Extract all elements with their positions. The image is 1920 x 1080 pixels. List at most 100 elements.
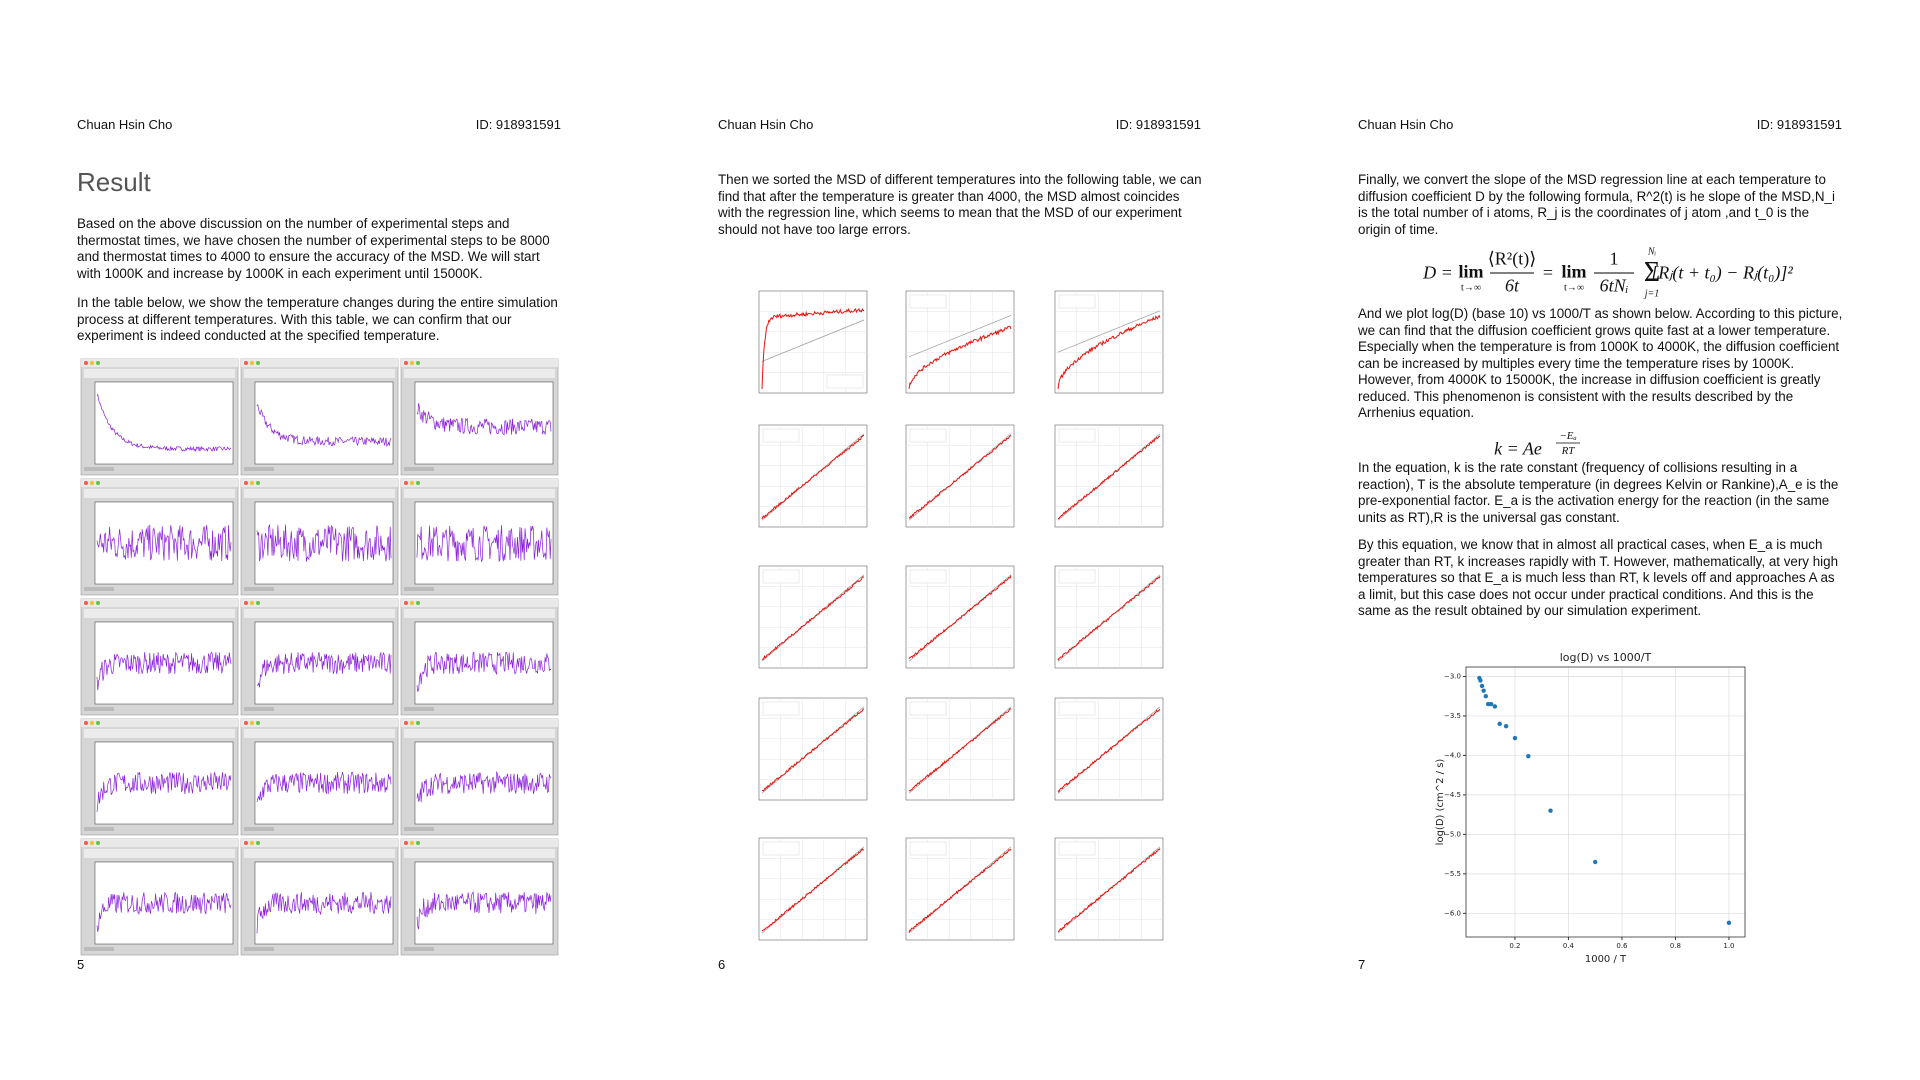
- y-axis-label: log(D) (cm^2 / s): [1435, 759, 1446, 846]
- header-id: ID: 918931591: [475, 117, 561, 132]
- thumbnail-plot: [94, 501, 234, 585]
- window-button: [244, 361, 248, 365]
- thumbnail-status: [244, 827, 274, 831]
- thumbnail-toolbar: [404, 609, 555, 618]
- point: [1512, 735, 1518, 741]
- thumbnail-titlebar: [241, 839, 398, 847]
- thumbnail-curve: [96, 651, 232, 691]
- header-author: Chuan Hsin Cho: [77, 117, 173, 132]
- point: [1479, 683, 1485, 689]
- thumbnail-legend: [909, 294, 947, 309]
- window-button: [96, 841, 100, 845]
- thumbnail-titlebar: [81, 359, 238, 367]
- window-button: [410, 481, 414, 485]
- formula-part: RT: [1561, 445, 1575, 457]
- thumbnail-curve: [908, 707, 1012, 792]
- formula-part: =: [1542, 262, 1554, 283]
- formula-part: D =: [1423, 262, 1453, 283]
- formula-part: lim: [1458, 261, 1484, 282]
- window-button: [416, 361, 420, 365]
- thumbnail-titlebar: [81, 479, 238, 487]
- window-button: [90, 841, 94, 845]
- thumbnail-legend: [762, 428, 800, 443]
- thumbnail-curve: [256, 403, 392, 447]
- formula-part: lim: [1561, 261, 1587, 282]
- window-button: [84, 601, 88, 605]
- formula-part: ⟨R²(t)⟩: [1487, 248, 1537, 269]
- thumbnail-curve: [96, 524, 232, 562]
- window-button: [250, 721, 254, 725]
- thumbnail-status: [244, 467, 274, 471]
- paragraph: Based on the above discussion on the num…: [77, 216, 550, 281]
- thumbnail-legend: [909, 841, 947, 856]
- point: [1477, 675, 1482, 681]
- window-button: [90, 481, 94, 485]
- thumbnail-curve: [416, 890, 552, 930]
- thumbnail-toolbar: [404, 849, 555, 858]
- paragraph: By this equation, we know that in almost…: [1358, 537, 1839, 618]
- thumbnail-legend: [909, 569, 947, 584]
- thumbnail-regression: [761, 574, 865, 662]
- point: [1593, 859, 1598, 865]
- thumbnail-status: [404, 707, 434, 711]
- thumbnail-toolbar: [84, 369, 235, 378]
- window-button: [244, 841, 248, 845]
- thumbnail-titlebar: [81, 839, 238, 847]
- formula-part: k = Ae: [1494, 438, 1542, 459]
- thumbnail-legend: [909, 428, 947, 443]
- window-button: [250, 601, 254, 605]
- window-button: [244, 601, 248, 605]
- thumbnail-regression: [1057, 310, 1161, 353]
- point: [1481, 688, 1486, 693]
- window-button: [84, 841, 88, 845]
- thumbnail-curve: [256, 651, 392, 688]
- window-button: [84, 361, 88, 365]
- thumbnail-titlebar: [241, 719, 398, 727]
- window-button: [404, 601, 408, 605]
- header-id: ID: 918931591: [1756, 117, 1842, 132]
- thumbnail-status: [244, 587, 274, 591]
- point: [1526, 754, 1531, 759]
- thumbnail-legend: [1058, 294, 1096, 309]
- thumbnail-legend: [909, 701, 947, 716]
- thumbnail-curve: [256, 524, 392, 562]
- window-button: [96, 361, 100, 365]
- window-button: [404, 361, 408, 365]
- thumbnail-curve: [416, 403, 552, 436]
- header-author: Chuan Hsin Cho: [1358, 117, 1454, 132]
- thumbnail-plot: [94, 381, 234, 465]
- window-button: [256, 601, 260, 605]
- formula-part: t→∞: [1461, 282, 1481, 294]
- thumbnail-legend: [1058, 428, 1096, 443]
- thumbnail-titlebar: [81, 599, 238, 607]
- thumbnail-toolbar: [244, 369, 395, 378]
- formula-part: −Eₐ: [1559, 430, 1577, 442]
- window-button: [256, 721, 260, 725]
- thumbnail-plot: [414, 501, 554, 585]
- thumbnail-curve: [761, 435, 864, 520]
- thumbnail-toolbar: [84, 609, 235, 618]
- header-id: ID: 918931591: [1115, 117, 1201, 132]
- window-button: [90, 721, 94, 725]
- x-tick-label: 0.8: [1670, 942, 1681, 950]
- thumbnail-status: [404, 467, 434, 471]
- y-tick-label: −5.0: [1444, 830, 1461, 838]
- plot-frame: [1465, 666, 1746, 938]
- thumbnail-toolbar: [404, 729, 555, 738]
- thumbnail-curve: [908, 325, 1012, 390]
- thumbnail-curve: [256, 891, 392, 934]
- thumbnail-toolbar: [84, 849, 235, 858]
- thumbnail-curve: [416, 651, 552, 692]
- thumbnail-regression: [761, 706, 865, 794]
- thumbnail-toolbar: [84, 489, 235, 498]
- point: [1483, 694, 1488, 699]
- window-button: [96, 721, 100, 725]
- thumbnail-curve: [761, 576, 865, 660]
- thumbnail-curve: [761, 848, 865, 932]
- thumbnail-plot: [414, 861, 554, 945]
- thumbnail-curve: [908, 575, 1012, 660]
- window-button: [250, 361, 254, 365]
- thumbnail-toolbar: [244, 609, 395, 618]
